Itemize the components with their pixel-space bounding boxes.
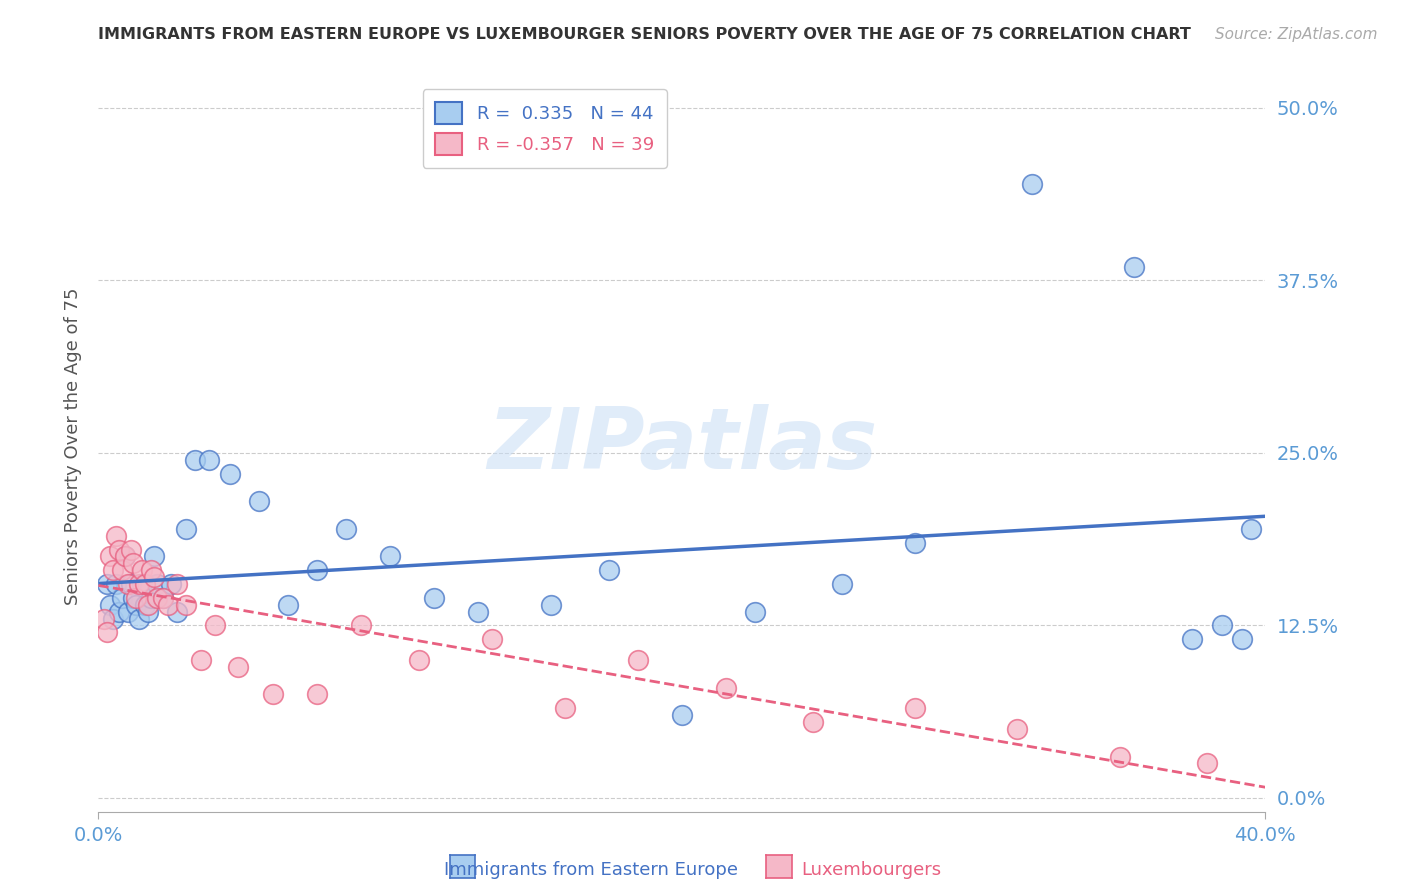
Point [128, 577, 150, 591]
Point [350, 618, 373, 632]
Point [183, 452, 205, 467]
Point [114, 549, 136, 564]
Point [111, 563, 134, 577]
Legend: R =  0.335   N = 44, R = -0.357   N = 39: R = 0.335 N = 44, R = -0.357 N = 39 [423, 89, 666, 168]
Point [204, 618, 226, 632]
Point [801, 714, 824, 729]
Point [307, 563, 329, 577]
Point [671, 708, 693, 723]
Point [136, 605, 159, 619]
Point [101, 563, 124, 577]
Point [125, 591, 148, 605]
Point [122, 557, 145, 571]
Point [93, 611, 115, 625]
Point [157, 598, 180, 612]
Point [98, 549, 121, 564]
Y-axis label: Seniors Poverty Over the Age of 75: Seniors Poverty Over the Age of 75 [63, 287, 82, 605]
Point [247, 494, 270, 508]
Text: IMMIGRANTS FROM EASTERN EUROPE VS LUXEMBOURGER SENIORS POVERTY OVER THE AGE OF 7: IMMIGRANTS FROM EASTERN EUROPE VS LUXEMB… [98, 27, 1191, 42]
Point [122, 591, 145, 605]
Point [152, 591, 174, 605]
Point [120, 577, 142, 591]
Point [101, 611, 124, 625]
Point [96, 625, 118, 640]
Point [1108, 749, 1130, 764]
Point [228, 660, 250, 674]
Point [1230, 632, 1253, 647]
Point [190, 653, 212, 667]
Point [136, 598, 159, 612]
Point [904, 701, 927, 715]
Point [146, 577, 169, 591]
Point [152, 591, 174, 605]
Point [174, 598, 197, 612]
Point [481, 632, 503, 647]
Point [166, 605, 188, 619]
Text: ZIPatlas: ZIPatlas [486, 404, 877, 488]
Point [117, 577, 139, 591]
Point [1181, 632, 1204, 647]
Point [134, 577, 156, 591]
Point [277, 598, 299, 612]
Point [904, 535, 927, 549]
Point [134, 598, 156, 612]
Point [166, 577, 188, 591]
Text: Immigrants from Eastern Europe: Immigrants from Eastern Europe [443, 861, 738, 879]
Point [108, 542, 131, 557]
Point [117, 605, 139, 619]
Point [146, 591, 169, 605]
Point [104, 529, 127, 543]
Point [307, 687, 329, 701]
Point [335, 522, 357, 536]
Text: Source: ZipAtlas.com: Source: ZipAtlas.com [1215, 27, 1378, 42]
Point [378, 549, 402, 564]
Point [96, 577, 118, 591]
Point [128, 611, 150, 625]
Point [714, 681, 737, 695]
Point [1007, 722, 1029, 736]
Point [125, 598, 148, 612]
Point [1211, 618, 1233, 632]
Point [108, 605, 131, 619]
Point [423, 591, 446, 605]
Point [142, 549, 165, 564]
Text: Luxembourgers: Luxembourgers [801, 861, 942, 879]
Point [540, 598, 562, 612]
Point [408, 653, 430, 667]
Point [598, 563, 620, 577]
Point [554, 701, 576, 715]
Point [1123, 260, 1146, 274]
Point [131, 577, 153, 591]
Point [467, 605, 489, 619]
Point [1021, 177, 1043, 191]
Point [1240, 522, 1263, 536]
Point [139, 591, 162, 605]
Point [218, 467, 240, 481]
Point [131, 563, 153, 577]
Point [139, 563, 162, 577]
Point [744, 605, 766, 619]
Point [104, 577, 127, 591]
Point [831, 577, 853, 591]
Point [142, 570, 165, 584]
Point [160, 577, 183, 591]
Point [174, 522, 197, 536]
Point [98, 598, 121, 612]
Point [114, 549, 136, 564]
Point [627, 653, 650, 667]
Point [198, 452, 221, 467]
Point [1195, 756, 1218, 771]
Point [262, 687, 284, 701]
Point [120, 542, 142, 557]
Point [111, 591, 134, 605]
